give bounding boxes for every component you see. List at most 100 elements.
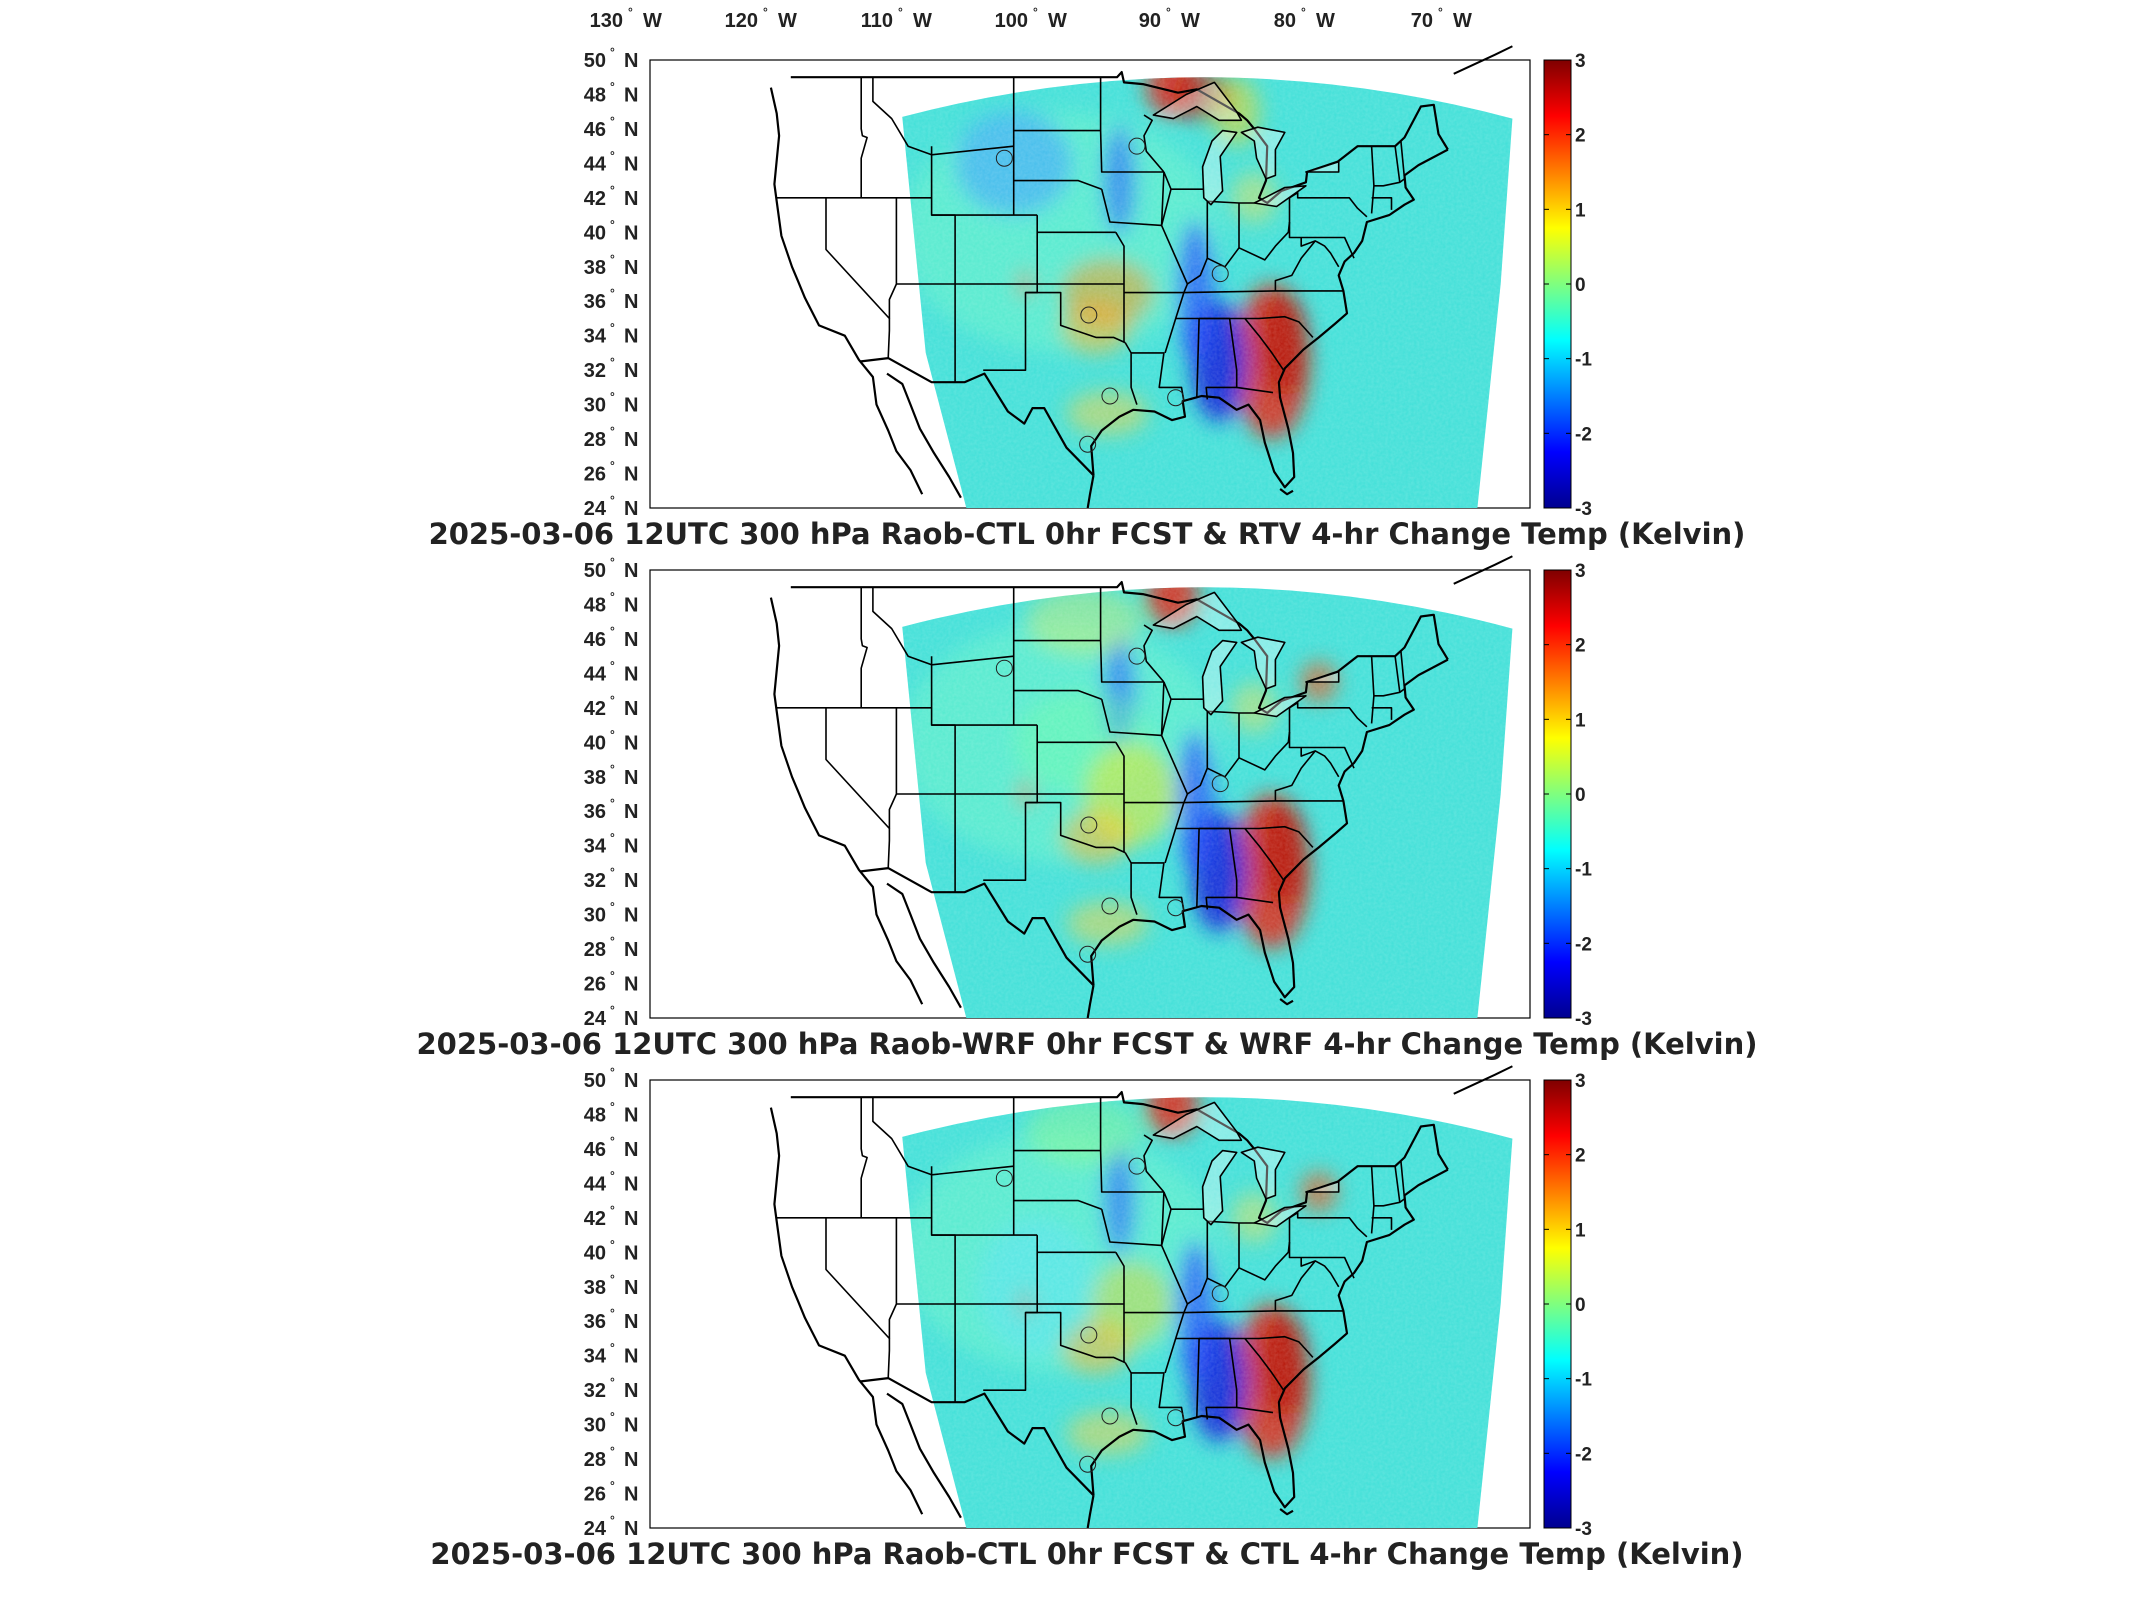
raob-station-marker	[1079, 435, 1097, 453]
lat-label: 26	[584, 464, 606, 486]
svg-text:N: N	[624, 629, 638, 651]
raob-station-marker	[1167, 389, 1185, 407]
svg-text:°: °	[610, 1306, 615, 1320]
svg-text:N: N	[624, 939, 638, 961]
svg-text:°: °	[610, 1065, 615, 1079]
svg-text:°: °	[1166, 5, 1171, 19]
latitude-labels: 50 ° N48 ° N46 ° N44 ° N42 ° N40 ° N38 ° N36 ° N34 ° N32 ° N…	[584, 555, 639, 1030]
svg-text:N: N	[624, 1173, 638, 1195]
lat-label: 44	[584, 153, 607, 175]
lat-label: 34	[584, 326, 607, 348]
lat-label: 46	[584, 119, 606, 141]
svg-text:N: N	[624, 395, 638, 417]
lon-label-130w: 130 ° W	[590, 5, 662, 32]
svg-text:N: N	[624, 1208, 638, 1230]
svg-text:N: N	[624, 732, 638, 754]
svg-text:°: °	[610, 1410, 615, 1424]
svg-text:°: °	[628, 5, 633, 19]
svg-text:°: °	[610, 286, 615, 300]
svg-text:°: °	[610, 114, 615, 128]
colorbar-tick-label: -2	[1575, 424, 1592, 445]
svg-text:°: °	[610, 658, 615, 672]
svg-text:°: °	[763, 5, 768, 19]
raob-station-marker	[1211, 265, 1229, 283]
colorbar: 3 2 1 0 -1 -2 -3	[1543, 1071, 1592, 1540]
colorbar-tick-label: 1	[1575, 710, 1586, 731]
lat-label: 50	[584, 560, 606, 582]
svg-text:N: N	[624, 1380, 638, 1402]
latitude-labels: 50 ° N48 ° N46 ° N44 ° N42 ° N40 ° N38 ° N36 ° N34 ° N32 ° N…	[584, 45, 639, 520]
svg-text:100: 100	[995, 10, 1028, 32]
svg-text:N: N	[624, 905, 638, 927]
lat-label: 42	[584, 188, 606, 210]
lat-label: 40	[584, 222, 606, 244]
svg-text:°: °	[610, 693, 615, 707]
svg-text:°: °	[610, 79, 615, 93]
svg-text:°: °	[610, 459, 615, 473]
lon-label-110w: 110 ° W	[861, 5, 932, 32]
svg-text:°: °	[610, 900, 615, 914]
raob-station-marker	[1128, 1157, 1146, 1175]
colorbar: 3 2 1 0 -1 -2 -3	[1543, 561, 1592, 1030]
lat-label: 34	[584, 836, 607, 858]
lon-label-80w: 80 ° W	[1274, 5, 1335, 32]
lon-label-90w: 90 ° W	[1139, 5, 1200, 32]
raob-station-marker	[1080, 816, 1098, 834]
svg-text:N: N	[624, 1484, 638, 1506]
svg-text:N: N	[624, 594, 638, 616]
lat-label: 26	[584, 1484, 606, 1506]
longitude-labels: 130 ° W 120 ° W 110 ° W 100 ° W 90 ° W 80 ° W 70 ° W	[590, 5, 1472, 32]
svg-text:°: °	[610, 1375, 615, 1389]
lat-label: 44	[584, 1173, 607, 1195]
lat-label: 32	[584, 360, 606, 382]
lat-label: 38	[584, 257, 606, 279]
lat-label: 24	[584, 498, 607, 520]
latitude-labels: 50 ° N48 ° N46 ° N44 ° N42 ° N40 ° N38 ° N36 ° N34 ° N32 ° N…	[584, 1065, 639, 1540]
lat-label: 32	[584, 1380, 606, 1402]
raob-station-marker	[995, 659, 1013, 677]
svg-text:°: °	[1033, 5, 1038, 19]
colorbar-tick-label: 3	[1575, 1071, 1586, 1092]
svg-text:°: °	[610, 1513, 615, 1527]
svg-text:N: N	[624, 1449, 638, 1471]
lat-label: 48	[584, 1104, 606, 1126]
lon-label-100w: 100 ° W	[995, 5, 1067, 32]
colorbar-tick-label: 0	[1575, 785, 1586, 806]
svg-text:°: °	[610, 762, 615, 776]
svg-text:N: N	[624, 767, 638, 789]
svg-text:°: °	[610, 624, 615, 638]
colorbar-tick-label: 0	[1575, 275, 1586, 296]
raob-station-marker	[1128, 137, 1146, 155]
svg-text:N: N	[624, 1139, 638, 1161]
svg-text:°: °	[610, 252, 615, 266]
svg-text:W: W	[778, 10, 797, 32]
svg-text:°: °	[610, 148, 615, 162]
svg-text:N: N	[624, 84, 638, 106]
svg-text:N: N	[624, 50, 638, 72]
panel-title: 2025-03-06 12UTC 300 hPa Raob-CTL 0hr FC…	[429, 517, 1746, 551]
svg-text:°: °	[1301, 5, 1306, 19]
colorbar-tick-label: -1	[1575, 350, 1592, 371]
svg-text:°: °	[610, 1237, 615, 1251]
svg-text:°: °	[610, 1341, 615, 1355]
lat-label: 28	[584, 1449, 606, 1471]
svg-text:N: N	[624, 836, 638, 858]
svg-text:N: N	[624, 560, 638, 582]
svg-text:°: °	[610, 1003, 615, 1017]
svg-text:N: N	[624, 222, 638, 244]
lat-label: 48	[584, 84, 606, 106]
lat-label: 40	[584, 1242, 606, 1264]
svg-text:N: N	[624, 1070, 638, 1092]
lat-label: 36	[584, 291, 606, 313]
raob-station-marker	[1167, 899, 1185, 917]
lat-label: 36	[584, 801, 606, 823]
svg-text:90: 90	[1139, 10, 1161, 32]
svg-text:N: N	[624, 1277, 638, 1299]
lon-label-120w: 120 ° W	[725, 5, 797, 32]
lat-label: 42	[584, 1208, 606, 1230]
svg-text:N: N	[624, 1415, 638, 1437]
raob-station-marker	[1101, 897, 1119, 915]
map-outlines	[769, 45, 1513, 509]
svg-text:°: °	[610, 1272, 615, 1286]
